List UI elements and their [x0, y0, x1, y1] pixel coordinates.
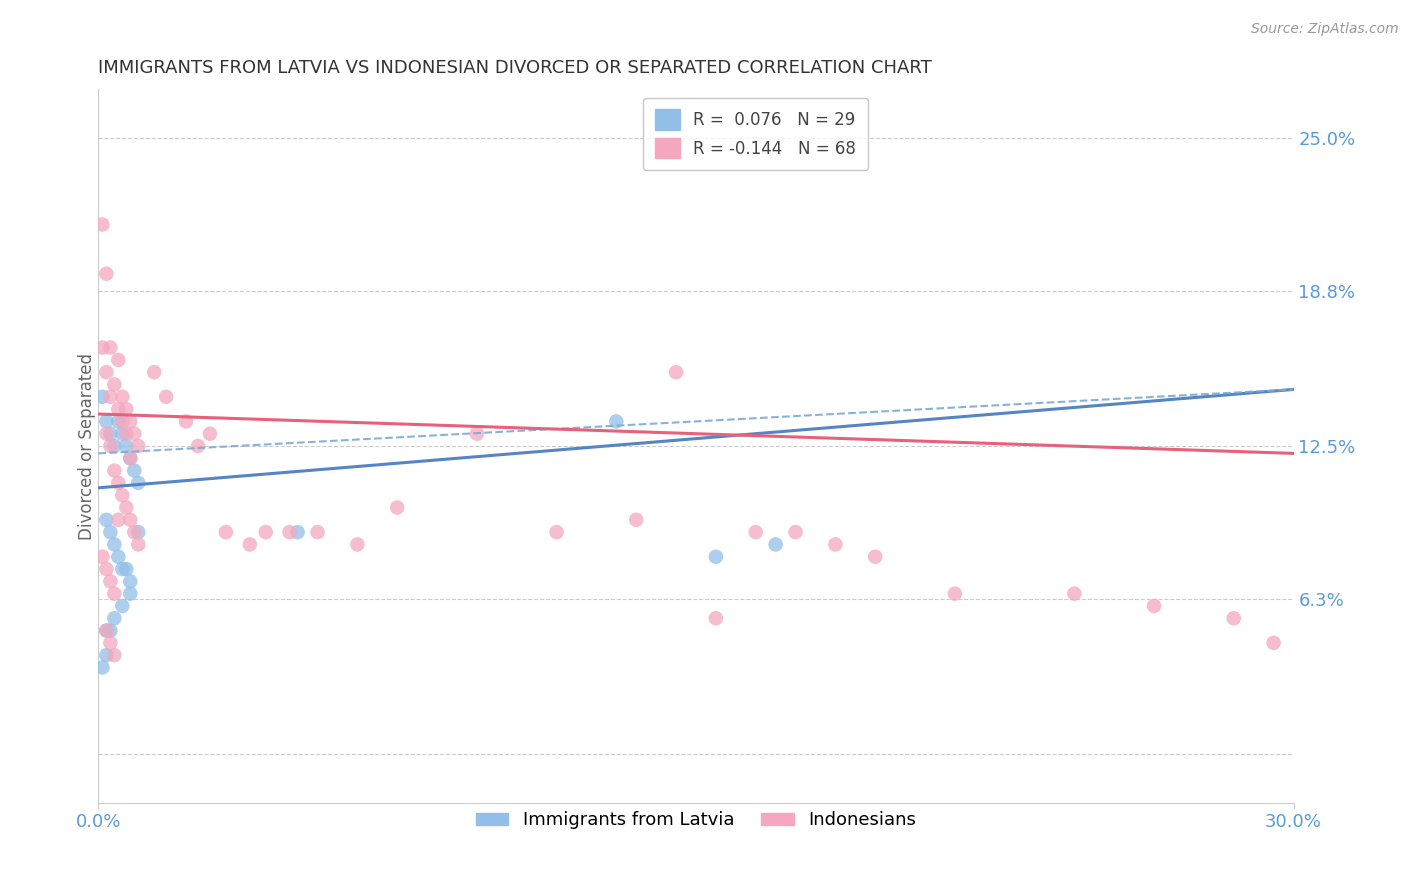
Point	[704, 611, 727, 625]
Point	[98, 636, 122, 650]
Point	[943, 587, 966, 601]
Point	[346, 537, 368, 551]
Point	[103, 377, 125, 392]
Point	[605, 414, 627, 428]
Point	[120, 587, 142, 601]
Point	[765, 537, 787, 551]
Point	[1302, 464, 1324, 478]
Point	[215, 525, 238, 540]
Point	[1263, 636, 1285, 650]
Point	[127, 537, 149, 551]
Point	[98, 624, 122, 638]
Point	[143, 365, 166, 379]
Point	[120, 414, 142, 428]
Point	[107, 549, 129, 564]
Point	[96, 426, 118, 441]
Point	[107, 402, 129, 417]
Point	[91, 549, 114, 564]
Point	[465, 426, 488, 441]
Point	[96, 414, 118, 428]
Legend: Immigrants from Latvia, Indonesians: Immigrants from Latvia, Indonesians	[468, 805, 924, 837]
Point	[98, 439, 122, 453]
Point	[98, 525, 122, 540]
Text: Source: ZipAtlas.com: Source: ZipAtlas.com	[1251, 22, 1399, 37]
Point	[96, 648, 118, 662]
Point	[96, 624, 118, 638]
Point	[115, 426, 138, 441]
Point	[111, 414, 134, 428]
Point	[115, 402, 138, 417]
Point	[115, 439, 138, 453]
Point	[96, 562, 118, 576]
Point	[107, 513, 129, 527]
Point	[91, 390, 114, 404]
Point	[111, 426, 134, 441]
Point	[96, 624, 118, 638]
Point	[96, 267, 118, 281]
Point	[96, 513, 118, 527]
Point	[96, 365, 118, 379]
Point	[127, 439, 149, 453]
Point	[198, 426, 221, 441]
Point	[704, 549, 727, 564]
Point	[278, 525, 301, 540]
Point	[103, 587, 125, 601]
Point	[103, 464, 125, 478]
Point	[98, 390, 122, 404]
Point	[239, 537, 262, 551]
Point	[115, 500, 138, 515]
Y-axis label: Divorced or Separated: Divorced or Separated	[79, 352, 96, 540]
Point	[254, 525, 277, 540]
Point	[1223, 611, 1246, 625]
Point	[155, 390, 177, 404]
Point	[187, 439, 209, 453]
Point	[91, 218, 114, 232]
Point	[120, 513, 142, 527]
Point	[98, 574, 122, 589]
Point	[307, 525, 329, 540]
Point	[103, 648, 125, 662]
Point	[120, 451, 142, 466]
Point	[745, 525, 768, 540]
Point	[120, 451, 142, 466]
Point	[91, 341, 114, 355]
Point	[127, 525, 149, 540]
Point	[111, 562, 134, 576]
Point	[546, 525, 568, 540]
Point	[174, 414, 197, 428]
Point	[103, 537, 125, 551]
Point	[124, 426, 146, 441]
Point	[785, 525, 807, 540]
Text: IMMIGRANTS FROM LATVIA VS INDONESIAN DIVORCED OR SEPARATED CORRELATION CHART: IMMIGRANTS FROM LATVIA VS INDONESIAN DIV…	[98, 59, 932, 77]
Point	[111, 390, 134, 404]
Point	[1143, 599, 1166, 613]
Point	[98, 341, 122, 355]
Point	[665, 365, 688, 379]
Point	[124, 525, 146, 540]
Point	[107, 414, 129, 428]
Point	[107, 475, 129, 490]
Point	[103, 439, 125, 453]
Point	[91, 660, 114, 674]
Point	[127, 475, 149, 490]
Point	[626, 513, 648, 527]
Point	[385, 500, 409, 515]
Point	[1063, 587, 1085, 601]
Point	[111, 599, 134, 613]
Point	[287, 525, 309, 540]
Point	[103, 611, 125, 625]
Point	[98, 426, 122, 441]
Point	[115, 562, 138, 576]
Point	[865, 549, 887, 564]
Point	[824, 537, 846, 551]
Point	[107, 352, 129, 367]
Point	[111, 488, 134, 502]
Point	[120, 574, 142, 589]
Point	[124, 464, 146, 478]
